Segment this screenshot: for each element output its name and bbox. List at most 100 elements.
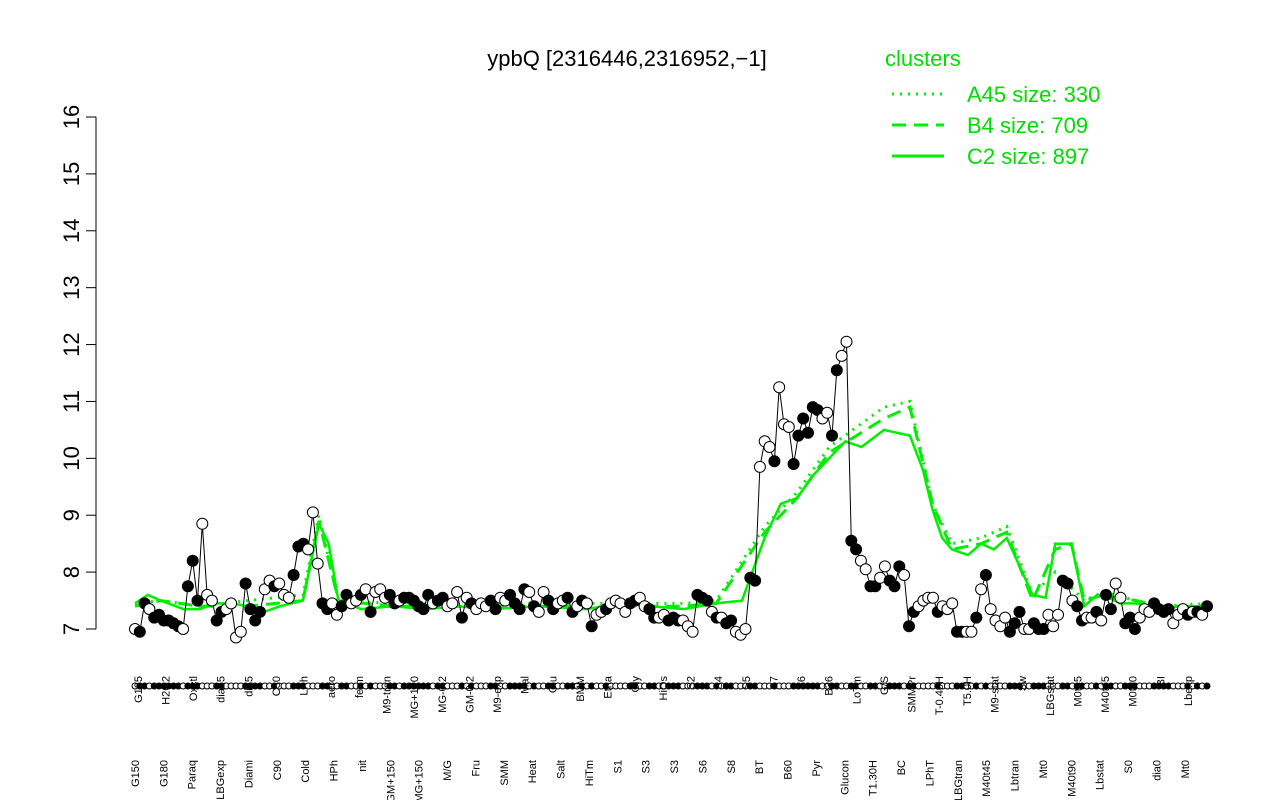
data-point [489, 603, 502, 616]
x-label: S0 [1123, 760, 1135, 773]
data-point [802, 426, 814, 439]
data-point [773, 381, 786, 394]
data-point [455, 611, 468, 624]
x-label: MG+120 [409, 676, 421, 719]
data-point [725, 614, 738, 627]
x-label: Glucon [839, 760, 851, 795]
x-label: MG-0.2 [437, 676, 449, 713]
x-label: S2 [685, 676, 697, 689]
data-point [927, 591, 939, 604]
rug-markers [131, 682, 1211, 690]
y-axis: 7 8 9 10 11 12 13 14 15 16 [59, 105, 97, 635]
x-label: S3 [641, 760, 653, 773]
data-point [1047, 620, 1060, 633]
x-label: C90 [272, 760, 284, 780]
x-label: BT [754, 760, 766, 774]
x-label: M/G [442, 760, 454, 781]
x-label: Salt [556, 760, 568, 779]
data-point [984, 603, 997, 616]
data-point [835, 349, 848, 362]
x-label: T-0.40H [934, 676, 946, 715]
data-point [364, 605, 377, 618]
x-label: BC [896, 760, 908, 775]
y-tick-label: 14 [59, 219, 84, 243]
data-point [1013, 605, 1026, 618]
legend-entry: C2 size: 897 [967, 144, 1089, 169]
x-label: MG+150 [414, 760, 426, 800]
data-point [787, 458, 800, 470]
x-label: nit [357, 760, 369, 772]
x-label: G135 [133, 676, 145, 703]
x-label: G150 [130, 760, 142, 787]
data-point [821, 406, 834, 419]
data-point [451, 586, 464, 598]
y-tick-label: 13 [59, 275, 84, 299]
x-label: M9-tran [381, 676, 393, 714]
x-label: S6 [697, 760, 709, 773]
legend-title: clusters [885, 46, 961, 71]
legend-entry: B4 size: 709 [967, 113, 1088, 138]
x-label: dia0 [1151, 760, 1163, 781]
data-point [302, 543, 315, 556]
y-tick-label: 11 [59, 390, 84, 413]
data-point [532, 605, 545, 618]
x-label: C30 [271, 676, 283, 696]
data-points [129, 335, 1213, 644]
x-label: LPh [299, 676, 311, 696]
data-point [181, 580, 194, 593]
y-tick-label: 9 [59, 509, 84, 521]
x-label: LBGtran [953, 760, 965, 800]
x-label: M0t45 [1072, 676, 1084, 707]
x-label: HPh [329, 760, 341, 781]
x-label: BI [1155, 676, 1167, 686]
x-label: B60 [783, 760, 795, 780]
data-point [1128, 623, 1141, 635]
data-point [763, 441, 776, 453]
series-line [134, 428, 1207, 614]
data-point [273, 577, 286, 590]
x-label: Gly [630, 676, 642, 693]
x-label: Sw [1017, 676, 1029, 691]
data-point [177, 623, 190, 635]
data-point [234, 625, 247, 638]
x-label: LBGexp [215, 760, 227, 800]
data-point [287, 569, 300, 581]
chart-title: ypbQ [2316446,2316952,−1] [487, 46, 767, 71]
data-point [196, 517, 209, 530]
y-tick-label: 8 [59, 566, 84, 578]
x-label: LBGstat [1045, 676, 1057, 716]
data-point [133, 625, 146, 638]
x-label: Glu [547, 676, 559, 693]
data-point [898, 569, 911, 581]
data-point [1114, 591, 1127, 604]
data-point [797, 412, 810, 425]
data-point [859, 563, 872, 576]
x-label: Heat [527, 760, 539, 783]
data-point [239, 577, 252, 590]
x-label: S7 [768, 676, 780, 689]
x-label: dia15 [216, 676, 228, 703]
data-point [580, 597, 593, 610]
y-tick-label: 15 [59, 162, 84, 186]
x-label: Lbexp [1183, 676, 1195, 706]
x-label: BMM [575, 676, 587, 702]
data-point [840, 335, 853, 348]
data-point [753, 460, 766, 473]
data-point [850, 543, 863, 556]
data-point [1061, 577, 1074, 590]
rug-marker [1203, 682, 1211, 690]
x-label: Mt0 [1180, 760, 1192, 778]
x-label: Paraq [187, 760, 199, 789]
x-label: M40t45 [1100, 676, 1112, 713]
data-point [979, 569, 992, 581]
data-point [254, 605, 266, 618]
data-point [1201, 600, 1213, 613]
x-label: LPhT [924, 760, 936, 787]
x-label: M0t90 [1128, 676, 1140, 707]
x-label: M9-stat [989, 676, 1001, 713]
x-label: Fru [470, 760, 482, 777]
x-label: S6 [796, 676, 808, 689]
x-label: H2O2 [160, 676, 172, 705]
x-label: M40t90 [1066, 760, 1078, 797]
